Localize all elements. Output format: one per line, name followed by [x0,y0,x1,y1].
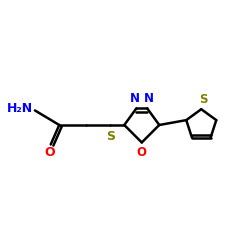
Text: O: O [44,146,55,159]
Text: H₂N: H₂N [7,102,33,115]
Text: S: S [199,92,207,106]
Text: N: N [130,92,140,105]
Text: O: O [137,146,147,159]
Text: N: N [144,92,154,105]
Text: S: S [106,130,115,143]
